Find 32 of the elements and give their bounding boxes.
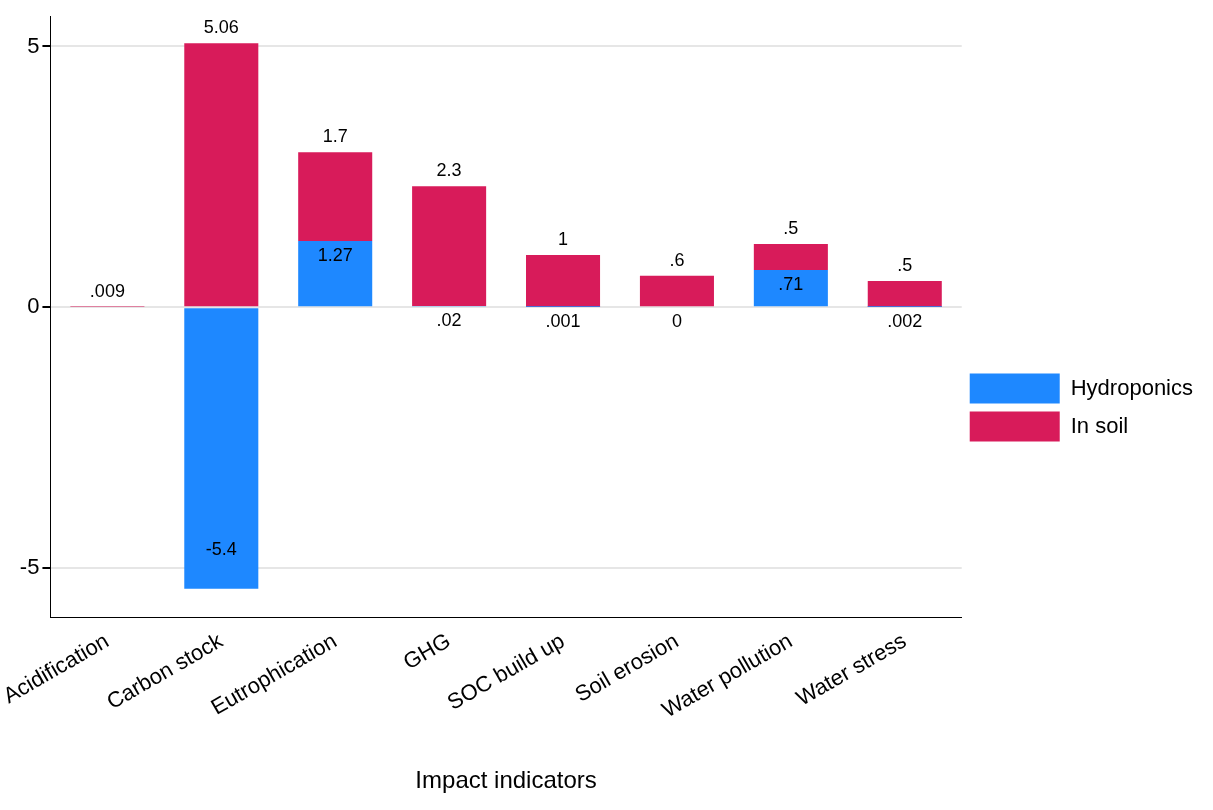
data-label: .002	[887, 311, 923, 332]
bar	[412, 186, 487, 307]
y-tick-label: -5	[19, 553, 40, 579]
data-label: 5.06	[203, 17, 239, 38]
data-label: .5	[783, 218, 799, 239]
bar	[753, 270, 828, 307]
bar	[298, 240, 373, 307]
bar	[184, 308, 259, 589]
y-tick-label: 5	[27, 32, 40, 58]
y-tick-label: 0	[27, 293, 40, 319]
bar	[298, 152, 373, 241]
x-tick-label: GHG	[398, 627, 455, 675]
data-label: .5	[897, 254, 913, 275]
data-label: 2.3	[436, 160, 462, 181]
data-label: 1.27	[317, 244, 353, 265]
x-axis-title: Impact indicators	[415, 766, 597, 794]
data-label: -5.4	[205, 538, 237, 559]
bar	[526, 254, 601, 308]
bar	[184, 43, 259, 307]
legend-label: Hydroponics	[1070, 374, 1193, 400]
data-label: .71	[778, 274, 804, 295]
data-label: 1.7	[322, 126, 348, 147]
bar	[639, 275, 714, 307]
legend-label: In soil	[1070, 412, 1129, 438]
data-label: 0	[671, 311, 682, 332]
data-label: .6	[669, 249, 685, 270]
data-label: .02	[436, 310, 462, 331]
data-label: .001	[545, 311, 581, 332]
data-label: .009	[89, 280, 125, 301]
bar	[867, 280, 942, 308]
data-label: 1	[558, 228, 569, 249]
bar	[753, 244, 828, 271]
